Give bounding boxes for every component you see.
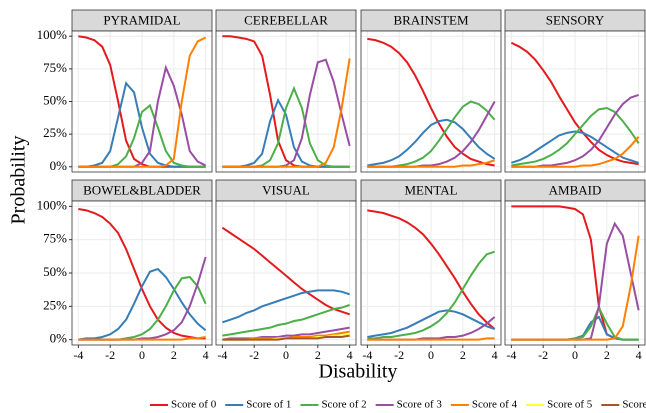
series-line bbox=[511, 130, 639, 164]
panel-title: VISUAL bbox=[262, 182, 310, 197]
y-tick-label: 50% bbox=[43, 264, 67, 279]
x-tick-label: 2 bbox=[604, 348, 610, 362]
series-line bbox=[222, 58, 351, 168]
legend-label: Score of 0 bbox=[171, 399, 217, 411]
series-line bbox=[367, 209, 496, 330]
series-line bbox=[367, 309, 495, 338]
x-tick-label: -2 bbox=[249, 348, 259, 362]
panel-title: PYRAMIDAL bbox=[103, 12, 180, 27]
series-line bbox=[367, 250, 495, 340]
x-tick-label: -4 bbox=[506, 348, 516, 362]
x-tick-label: -2 bbox=[538, 348, 548, 362]
x-tick-label: 4 bbox=[203, 348, 209, 362]
x-tick-label: 0 bbox=[283, 348, 289, 362]
series-line bbox=[367, 337, 495, 341]
series-line bbox=[78, 267, 207, 341]
x-tick-label: -4 bbox=[73, 348, 83, 362]
panel-title: BRAINSTEM bbox=[393, 12, 469, 27]
y-tick-label: 50% bbox=[43, 92, 67, 107]
x-tick-label: 4 bbox=[492, 348, 498, 362]
series-line bbox=[367, 118, 496, 167]
series-line bbox=[78, 36, 207, 168]
x-tick-label: 0 bbox=[139, 348, 145, 362]
panel-title: CEREBELLAR bbox=[244, 12, 328, 27]
x-tick-label: 2 bbox=[315, 348, 321, 362]
series-line bbox=[511, 235, 640, 341]
series-line bbox=[78, 208, 206, 340]
y-tick-label: 100% bbox=[37, 27, 68, 42]
series-line bbox=[367, 159, 495, 168]
x-tick-label: 2 bbox=[171, 348, 177, 362]
x-tick-label: 2 bbox=[460, 348, 466, 362]
series-line bbox=[222, 326, 350, 341]
y-tick-label: 25% bbox=[43, 125, 67, 140]
x-tick-label: -4 bbox=[217, 348, 227, 362]
series-line bbox=[222, 304, 350, 337]
legend-label: Score of 4 bbox=[472, 399, 518, 411]
y-tick-label: 100% bbox=[37, 197, 68, 212]
y-tick-label: 75% bbox=[43, 231, 67, 246]
x-tick-label: 4 bbox=[347, 348, 353, 362]
x-tick-label: -4 bbox=[362, 348, 372, 362]
legend-label: Score of 3 bbox=[397, 399, 443, 411]
panel-border bbox=[504, 30, 646, 173]
x-tick-label: -2 bbox=[394, 348, 404, 362]
panel-title: SENSORY bbox=[546, 12, 605, 27]
series-line bbox=[511, 106, 640, 167]
x-tick-label: 0 bbox=[428, 348, 434, 362]
panel-border bbox=[215, 30, 357, 173]
y-axis-label: Probability bbox=[8, 136, 30, 225]
y-tick-label: 25% bbox=[43, 297, 67, 312]
x-tick-label: -2 bbox=[105, 348, 115, 362]
y-tick-label: 0% bbox=[50, 158, 68, 173]
panel-title: AMBAID bbox=[549, 182, 602, 197]
legend-label: Score of 6 bbox=[622, 399, 646, 411]
series-line bbox=[510, 41, 639, 166]
series-line bbox=[222, 289, 350, 324]
series-line bbox=[221, 226, 350, 316]
series-line bbox=[511, 136, 640, 168]
y-tick-label: 0% bbox=[50, 331, 68, 346]
series-line bbox=[367, 37, 495, 167]
series-line bbox=[78, 336, 206, 341]
x-axis-label: Disability bbox=[319, 361, 398, 383]
y-tick-label: 75% bbox=[43, 60, 67, 75]
x-tick-label: 4 bbox=[636, 348, 642, 362]
legend-label: Score of 5 bbox=[547, 399, 593, 411]
panel-title: MENTAL bbox=[404, 182, 457, 197]
legend-label: Score of 2 bbox=[321, 399, 366, 411]
series-line bbox=[222, 334, 350, 341]
panel-title: BOWEL&BLADDER bbox=[83, 182, 201, 197]
x-tick-label: 0 bbox=[572, 348, 578, 362]
panel-border bbox=[360, 30, 502, 173]
legend-label: Score of 1 bbox=[246, 399, 291, 411]
